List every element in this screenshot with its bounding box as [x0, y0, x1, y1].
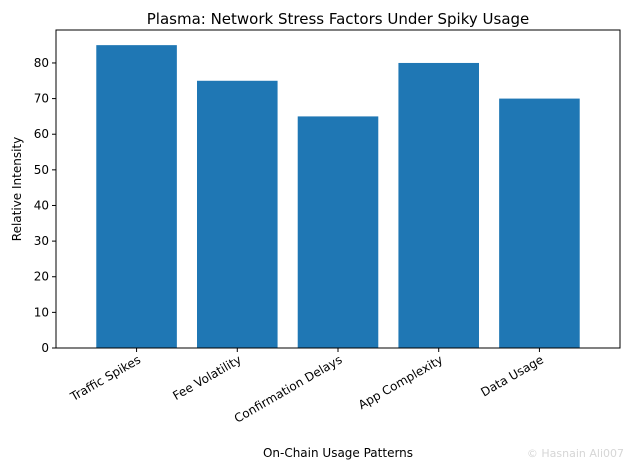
x-tick-label: Confirmation Delays: [232, 352, 345, 425]
y-tick-label: 40: [34, 198, 49, 212]
x-axis-label: On-Chain Usage Patterns: [263, 446, 413, 460]
y-tick-label: 10: [34, 305, 49, 319]
chart-title: Plasma: Network Stress Factors Under Spi…: [147, 10, 530, 28]
y-tick-label: 60: [34, 127, 49, 141]
x-tick-label: Fee Volatility: [170, 352, 243, 402]
bar: [499, 98, 580, 349]
y-axis: 0 10 20 30 40 50 60 70 80: [34, 56, 56, 355]
y-tick-label: 20: [34, 270, 49, 284]
x-tick-label: Traffic Spikes: [67, 352, 143, 404]
watermark: © Hasnain Ali007: [526, 447, 624, 460]
y-tick-label: 80: [34, 56, 49, 70]
y-tick-label: 0: [41, 341, 49, 355]
y-axis-label: Relative Intensity: [10, 137, 24, 241]
x-tick-label: App Complexity: [356, 352, 445, 412]
bar: [297, 116, 379, 349]
x-axis: Traffic Spikes Fee VolatilityConfirmation…: [67, 348, 546, 426]
y-tick-label: 50: [34, 163, 49, 177]
bar: [197, 80, 278, 349]
plot-frame: [55, 29, 621, 349]
x-tick-label: Data Usage: [478, 352, 546, 399]
y-tick-label: 70: [34, 92, 49, 106]
y-tick-label: 30: [34, 234, 49, 248]
bar: [96, 45, 177, 349]
bar: [398, 62, 479, 349]
bars: [96, 45, 580, 349]
